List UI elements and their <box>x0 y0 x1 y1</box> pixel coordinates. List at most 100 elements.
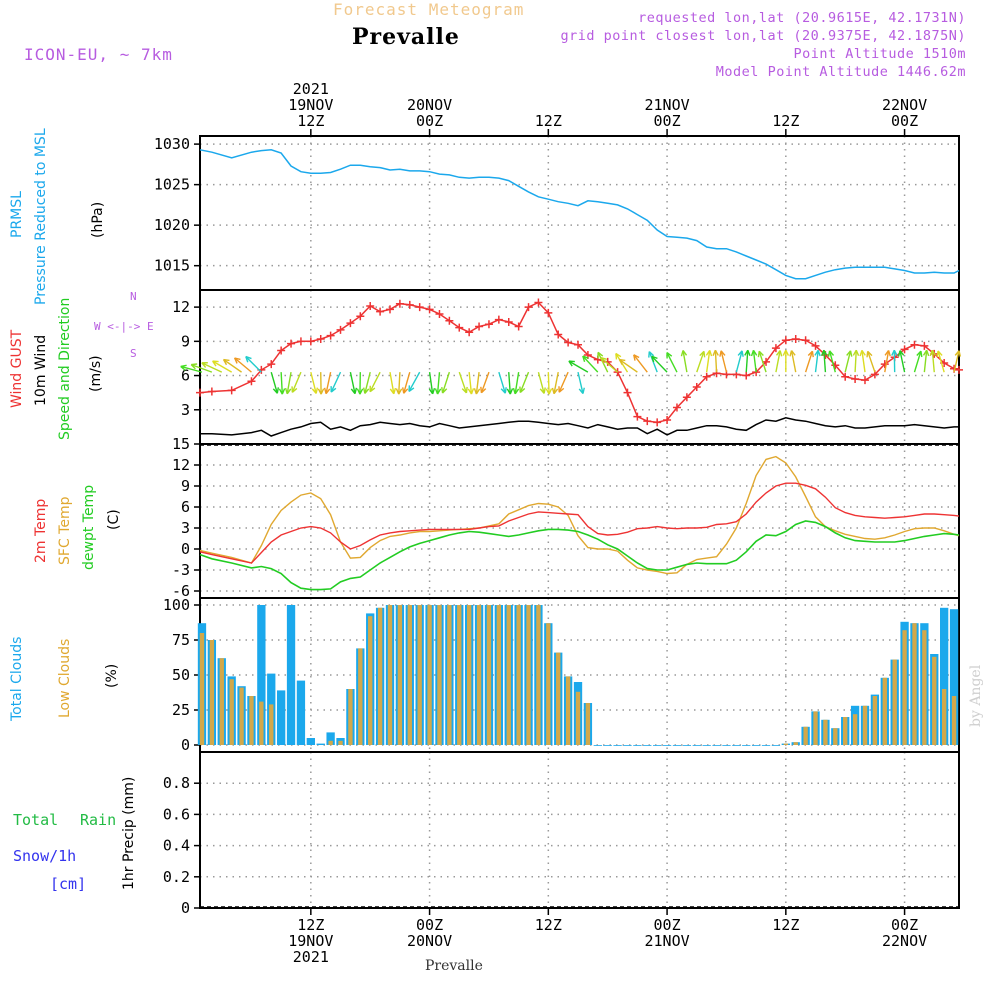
y-tick-label: 9 <box>181 477 190 495</box>
wind-arrow <box>270 371 278 394</box>
gust-marker <box>653 418 662 427</box>
time-label-line: 22NOV <box>881 932 928 950</box>
gust-marker <box>356 312 365 321</box>
time-label: 00Z 21NOV <box>622 917 712 949</box>
total-cloud-bar <box>692 745 701 746</box>
wind-arrow-head <box>719 350 726 357</box>
wind-arrow <box>854 350 857 373</box>
low-cloud-bar <box>902 630 907 745</box>
low-cloud-bar <box>466 605 472 745</box>
wind-arrow <box>714 350 718 373</box>
wind-arrow <box>291 371 302 393</box>
wind-arrow <box>867 351 876 373</box>
total-cloud-bar <box>751 745 761 746</box>
gust-marker <box>920 341 929 350</box>
low-cloud-bar <box>269 704 274 745</box>
wind-arrow-head <box>814 349 821 357</box>
wind-arrow <box>468 372 473 395</box>
total-label: Total <box>13 811 59 829</box>
low-cloud-bar <box>368 616 373 745</box>
t2m-line <box>199 482 960 564</box>
gust-marker <box>484 320 493 329</box>
gust-marker <box>376 307 385 316</box>
time-label: 20NOV 00Z <box>385 97 475 129</box>
wind-arrow-head <box>362 387 370 394</box>
wind-arrow-head <box>936 350 943 358</box>
gust-marker <box>900 345 909 354</box>
time-label-line: 22NOV <box>881 96 928 114</box>
low-cloud-bar <box>338 740 343 745</box>
wind-arrow-head <box>389 387 397 395</box>
wind-arrow-head <box>222 358 230 366</box>
wind-arrow-head <box>633 354 640 361</box>
wind-arrow <box>682 350 688 373</box>
gust-marker <box>860 376 869 385</box>
low-cloud-bar <box>496 605 502 745</box>
wind-arrow <box>280 372 283 395</box>
low-cloud-bar <box>932 656 937 745</box>
low-cloud-bar <box>922 630 927 745</box>
y-tick-label: 3 <box>181 519 190 537</box>
gust-marker <box>811 341 820 350</box>
wind-arrow-head <box>551 387 559 395</box>
wind-arrow <box>180 365 203 373</box>
wind-arrow-head <box>820 349 828 357</box>
wind-arrow-head <box>330 386 337 393</box>
wind-arrow <box>458 371 468 394</box>
wind-arrow <box>441 371 451 394</box>
time-label-line: 00Z <box>891 112 919 130</box>
time-label-line: 12Z <box>534 112 562 130</box>
total-cloud-bar <box>593 745 602 746</box>
gust-marker <box>564 338 573 347</box>
wind-arrow-head <box>618 358 626 366</box>
total-cloud-bar <box>682 745 692 746</box>
panel-frame <box>199 135 960 291</box>
gust-marker <box>554 330 563 339</box>
gust-marker <box>524 303 533 312</box>
gust-marker <box>771 344 780 353</box>
gust-marker <box>663 416 672 425</box>
wind-arrow <box>480 371 490 394</box>
gust-marker <box>801 336 810 345</box>
compass-n: N <box>130 290 137 303</box>
wind-arrow <box>349 371 356 394</box>
wind-arrow <box>436 372 441 395</box>
wind-arrow <box>618 358 638 373</box>
time-label: 00Z 20NOV <box>385 917 475 949</box>
gust-marker <box>682 393 691 402</box>
y-tick-label: 75 <box>172 631 190 649</box>
gust-marker <box>702 372 711 381</box>
wind-arrow-head <box>506 388 514 395</box>
time-label-line: 00Z <box>653 112 681 130</box>
wind-arrow-head <box>233 357 241 364</box>
time-label: 2021 19NOV 12Z <box>266 81 356 129</box>
wind-arrow-head <box>311 387 319 394</box>
y-tick-label: 6 <box>181 498 190 516</box>
wind-arrow <box>823 350 827 373</box>
low-cloud-bar <box>862 705 868 745</box>
gust-marker <box>475 322 484 331</box>
gust-line <box>199 301 960 424</box>
wind-arrow-head <box>272 387 280 394</box>
gust-marker <box>534 298 543 307</box>
wind-arrow-head <box>597 351 604 359</box>
time-label-line: 12Z <box>297 112 325 130</box>
total-cloud-bar <box>613 745 622 746</box>
wind-arrow <box>804 350 814 373</box>
wind-arrow-head <box>473 388 481 395</box>
gust-marker <box>336 325 345 334</box>
gust-marker <box>955 365 963 374</box>
wind-arrow-head <box>402 387 409 394</box>
low-cloud-bar <box>793 742 798 745</box>
wind-arrow <box>364 371 371 394</box>
wind-arrow <box>828 350 836 373</box>
wind-arrow-head <box>916 350 923 358</box>
y-tick-label: 0.2 <box>163 868 190 886</box>
total-cloud-bar <box>761 745 771 746</box>
gust-marker <box>623 388 632 397</box>
wind-arrow <box>758 350 767 373</box>
compass-we: W <-|-> E <box>94 320 154 333</box>
wind-arrow-head <box>922 349 930 357</box>
wind-arrow <box>325 371 332 394</box>
wind-arrow <box>514 372 520 394</box>
